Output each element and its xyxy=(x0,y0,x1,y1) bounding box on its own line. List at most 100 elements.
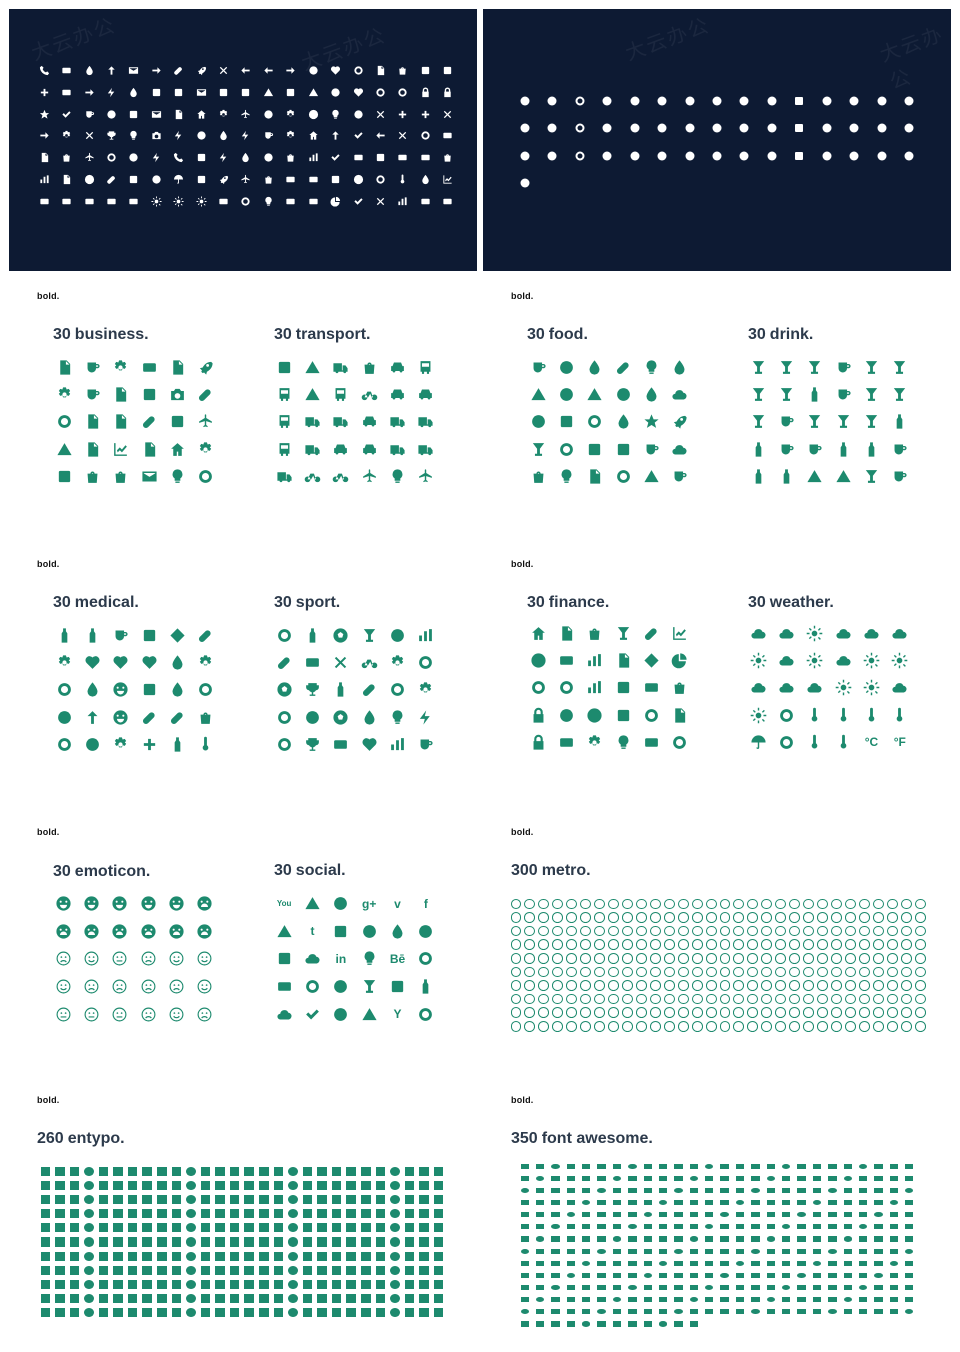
entypo-glyph-icon xyxy=(273,1209,284,1219)
white-glyph-icon xyxy=(324,125,346,147)
metro-circle-icon xyxy=(747,993,759,1005)
entypo-glyph-icon xyxy=(404,1251,415,1261)
weather-sun-icon xyxy=(886,647,914,674)
font-awesome-glyph-icon xyxy=(828,1212,837,1218)
social-youtube-icon: You xyxy=(276,899,292,909)
entypo-glyph-icon xyxy=(55,1237,65,1247)
metro-circle-icon xyxy=(580,898,592,910)
font-awesome-glyph-icon xyxy=(874,1212,883,1218)
white-social-icon xyxy=(703,115,730,143)
entypo-glyph-icon xyxy=(390,1308,400,1318)
font-awesome-glyph-icon xyxy=(782,1309,791,1315)
font-awesome-glyph-icon xyxy=(643,1187,652,1193)
bold-tag: bold. xyxy=(37,559,60,569)
font-awesome-glyph-icon xyxy=(582,1163,591,1169)
metro-circle-icon xyxy=(733,952,745,964)
business-tri-icon xyxy=(50,436,78,463)
metro-circle-icon xyxy=(691,1007,703,1018)
white-glyph-icon xyxy=(369,103,391,125)
font-awesome-glyph-icon xyxy=(597,1187,606,1193)
entypo-glyph-icon xyxy=(375,1194,386,1205)
metro-circle-icon xyxy=(580,966,592,978)
font-awesome-glyph-icon xyxy=(751,1163,760,1169)
metro-circle-icon xyxy=(510,898,522,910)
metro-circle-icon xyxy=(817,912,828,923)
entypo-glyph-icon xyxy=(433,1279,444,1290)
metro-circle-icon xyxy=(691,952,703,964)
entypo-glyph-icon xyxy=(127,1265,138,1275)
social-tri-icon xyxy=(355,1000,383,1028)
white-glyph-icon xyxy=(55,103,77,125)
transport-plane-icon xyxy=(355,463,383,490)
entypo-glyph-icon xyxy=(113,1265,123,1275)
entypo-glyph-icon xyxy=(69,1209,80,1219)
entypo-glyph-icon xyxy=(331,1294,342,1304)
entypo-glyph-icon xyxy=(317,1180,327,1190)
metro-circle-icon xyxy=(608,1007,619,1018)
font-awesome-glyph-icon xyxy=(674,1260,683,1266)
white-glyph-icon xyxy=(55,82,77,104)
medical-drop-icon xyxy=(163,649,191,676)
metro-circle-icon xyxy=(858,898,870,910)
entypo-glyph-icon xyxy=(433,1194,444,1205)
metro-circle-icon xyxy=(524,912,536,923)
font-awesome-glyph-icon xyxy=(812,1284,822,1291)
metro-circle-icon xyxy=(677,912,689,923)
font-awesome-glyph-icon xyxy=(612,1297,622,1303)
white-glyph-icon xyxy=(168,60,190,82)
metro-circle-icon xyxy=(886,912,898,923)
white-social-icon xyxy=(841,115,868,143)
entypo-glyph-icon xyxy=(186,1194,196,1205)
metro-circle-icon xyxy=(747,1007,759,1018)
metro-circle-icon xyxy=(817,952,828,964)
metro-circle-icon xyxy=(858,980,870,991)
food-cup-icon xyxy=(637,436,665,463)
entypo-glyph-icon xyxy=(40,1279,51,1290)
entypo-glyph-icon xyxy=(127,1209,138,1219)
metro-circle-icon xyxy=(566,925,578,937)
medical-bottle-icon xyxy=(78,622,106,649)
metro-circle-icon xyxy=(830,980,842,991)
font-awesome-glyph-icon xyxy=(858,1175,868,1181)
font-awesome-glyph-icon xyxy=(582,1187,591,1193)
font-awesome-glyph-icon xyxy=(689,1187,699,1193)
font-awesome-glyph-icon xyxy=(597,1199,606,1206)
metro-circle-icon xyxy=(510,925,522,937)
drink-glass-icon xyxy=(857,463,885,490)
weather-thermo-icon xyxy=(857,702,885,729)
entypo-glyph-icon xyxy=(186,1223,196,1233)
entypo-glyph-icon xyxy=(186,1237,196,1247)
metro-circle-icon xyxy=(524,939,536,950)
icon-grid-metro xyxy=(509,897,927,1033)
metro-circle-icon xyxy=(663,993,675,1005)
font-awesome-glyph-icon xyxy=(643,1284,652,1291)
metro-circle-icon xyxy=(552,993,564,1005)
entypo-glyph-icon xyxy=(171,1237,182,1247)
white-glyph-icon xyxy=(123,60,145,82)
font-awesome-glyph-icon xyxy=(720,1297,729,1303)
finance-circle-icon xyxy=(552,702,580,729)
social-drop-icon xyxy=(383,918,411,946)
white-icon-grid-right xyxy=(511,87,923,197)
font-awesome-glyph-icon xyxy=(751,1297,760,1303)
metro-circle-icon xyxy=(594,993,606,1005)
metro-circle-icon xyxy=(775,993,787,1005)
font-awesome-glyph-icon xyxy=(566,1163,576,1169)
drink-bottle-icon xyxy=(829,436,857,463)
white-glyph-icon xyxy=(100,125,122,147)
metro-circle-icon xyxy=(789,898,801,910)
metro-circle-icon xyxy=(914,980,926,991)
sport-ball-icon xyxy=(270,676,298,703)
white-glyph-icon xyxy=(369,169,391,191)
transport-bus-icon xyxy=(270,381,298,408)
metro-circle-icon xyxy=(538,1007,550,1018)
social-facebook-icon: f xyxy=(423,896,428,911)
drink-cup-icon xyxy=(829,354,857,381)
emoticon-flatO-icon xyxy=(106,1000,134,1028)
weather-cloud-icon xyxy=(829,647,857,674)
weather-sun-icon xyxy=(829,674,857,701)
white-glyph-icon xyxy=(414,190,436,212)
white-glyph-icon xyxy=(347,147,369,169)
font-awesome-glyph-icon xyxy=(797,1260,806,1266)
font-awesome-glyph-icon xyxy=(751,1187,760,1193)
